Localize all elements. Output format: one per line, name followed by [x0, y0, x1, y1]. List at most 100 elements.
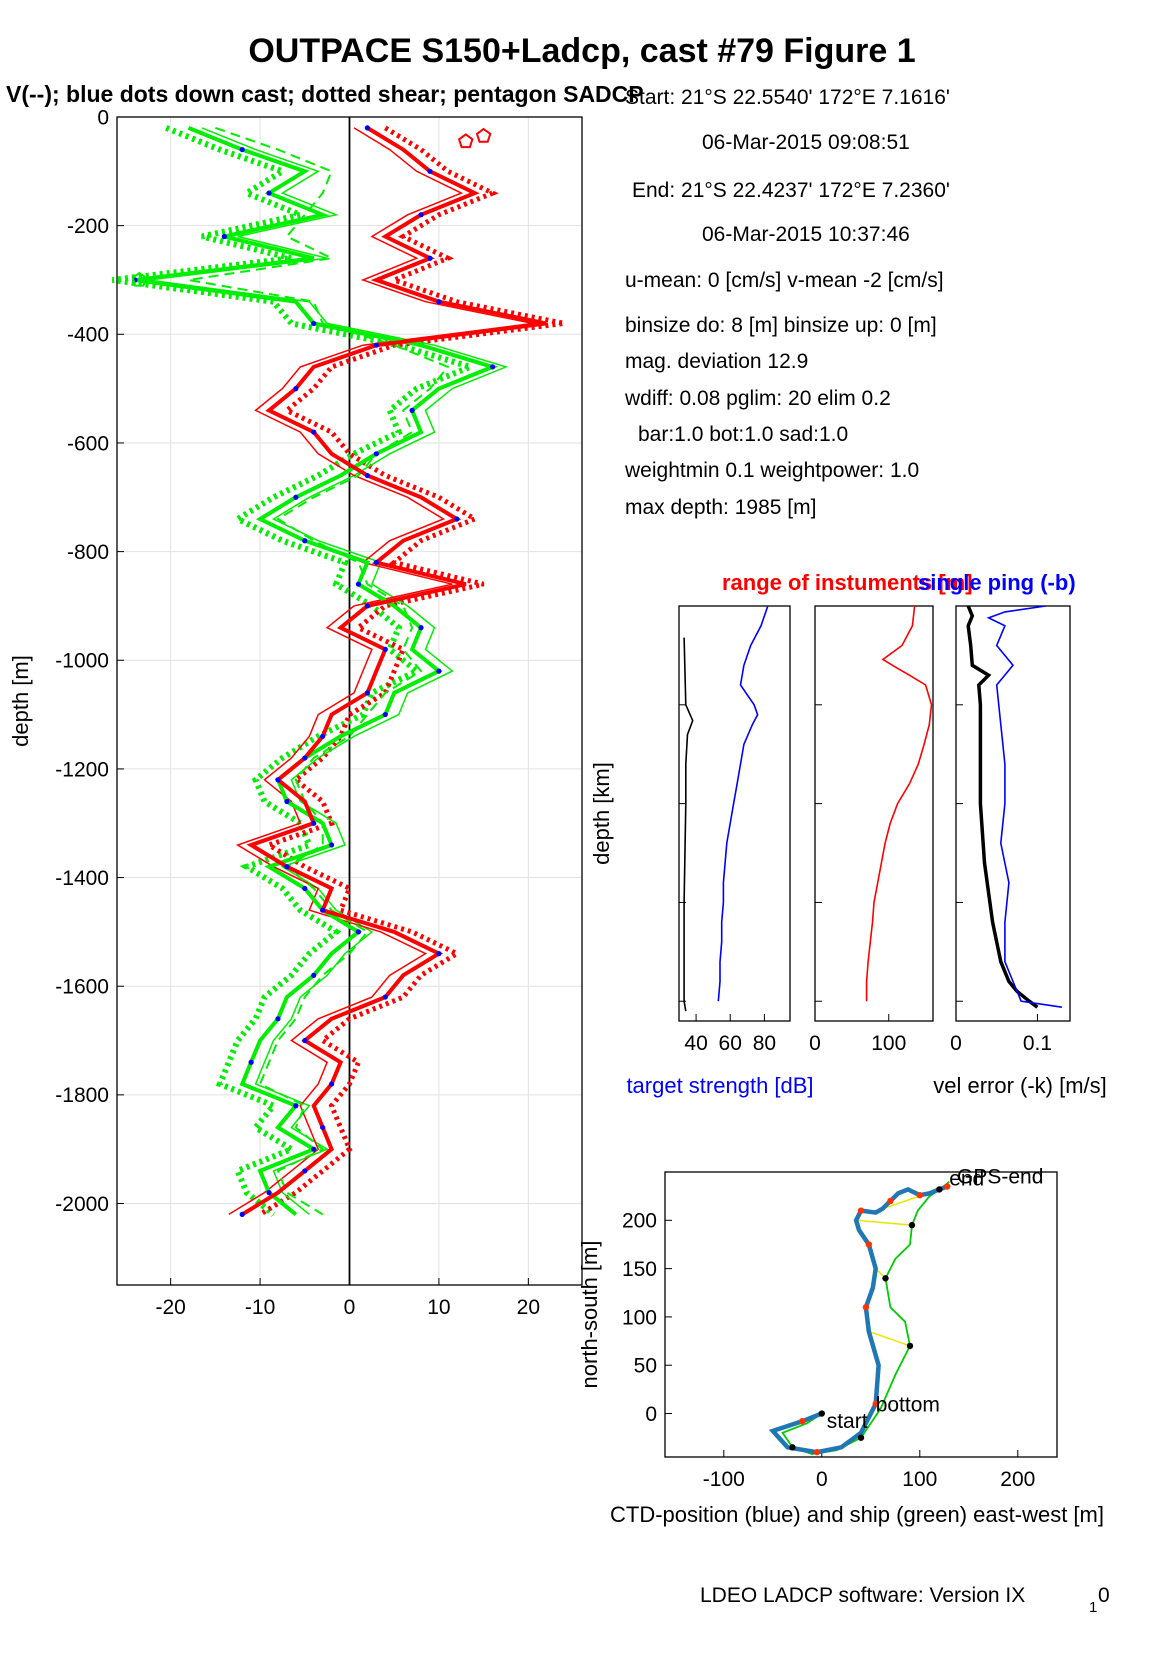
v-downcast-dot	[293, 494, 299, 500]
x-tick-label: 20	[517, 1296, 540, 1319]
ctd-track	[768, 1184, 948, 1455]
u-downcast-dot	[454, 516, 460, 522]
v-downcast-dot	[436, 668, 442, 674]
bar-params: bar:1.0 bot:1.0 sad:1.0	[638, 423, 848, 446]
v-downcast-dot	[302, 755, 308, 761]
u-downcast-dot	[382, 646, 388, 652]
axes-frame	[678, 605, 791, 1022]
u-downcast-dot	[302, 1168, 308, 1174]
u-downcast-dot	[436, 299, 442, 305]
v-downcast-dot	[311, 1146, 317, 1152]
start-position: Start: 21°S 22.5540' 172°E 7.1616'	[625, 86, 950, 109]
x-tick-label: -10	[245, 1296, 275, 1319]
v-downcast-dot	[355, 929, 362, 935]
ctd-marker	[862, 1304, 870, 1311]
instrument-range-plot: 40 60 80 0 100 0 0.1 range of instuments [m]sin…	[589, 570, 1107, 1098]
u-up-line	[228, 127, 533, 1216]
x-tick-label: 0	[816, 1468, 828, 1491]
u-downcast-dot	[320, 733, 326, 739]
u-downcast-dot	[427, 168, 433, 174]
version-subscript: 1	[1089, 1599, 1097, 1616]
v-downcast-dot	[355, 581, 362, 587]
x-tick-label: 100	[902, 1468, 937, 1491]
y-tick-label: 50	[634, 1355, 657, 1378]
v-downcast-dot	[311, 320, 317, 327]
x-tick-label: -20	[155, 1296, 185, 1319]
u-downcast-dot	[275, 777, 281, 783]
mag-deviation: mag. deviation 12.9	[625, 350, 808, 373]
y-tick-label: 0	[645, 1403, 657, 1426]
ship-marker	[818, 1410, 825, 1417]
end-label: end	[949, 1168, 984, 1191]
y-tick-label: -1400	[55, 867, 109, 890]
x-tick-label: -100	[703, 1468, 745, 1491]
ctd-marker	[916, 1191, 923, 1199]
x-tick-label: 0.1	[1023, 1032, 1052, 1055]
weight-params: weightmin 0.1 weightpower: 1.0	[624, 459, 919, 482]
velocity-profile-plot: -20 -10 0 10 20 0 -200 -400 -600 -800 -1000 -1200 -1…	[8, 106, 583, 1319]
u-downcast-dot	[311, 429, 317, 435]
start-label: start	[827, 1410, 868, 1433]
u-downcast-dot	[364, 472, 370, 479]
u-velocity-line	[241, 126, 547, 1217]
y-tick-label: -200	[67, 215, 109, 238]
u-downcast-dot	[373, 559, 379, 566]
end-position: End: 21°S 22.4237' 172°E 7.2360'	[632, 179, 950, 202]
u-shear-dotted	[258, 125, 565, 1217]
u-downcast-dot	[302, 1037, 308, 1044]
cast-info: Start: 21°S 22.5540' 172°E 7.1616' 06-Ma…	[624, 86, 950, 519]
x-tick-label: 10	[427, 1296, 450, 1319]
wdiff-params: wdiff: 0.08 pglim: 20 elim 0.2	[624, 387, 891, 410]
y-tick-label: -800	[67, 541, 109, 564]
ship-marker	[882, 1275, 889, 1282]
series-range-of-instruments	[865, 605, 933, 1002]
v-downcast-dot	[489, 364, 496, 370]
x-axis-label: CTD-position (blue) and ship (green) eas…	[610, 1502, 1104, 1527]
u-downcast-dot	[364, 690, 370, 696]
axes-frame	[814, 605, 934, 1022]
x-tick-label: 0	[950, 1032, 962, 1055]
start-time: 06-Mar-2015 09:08:51	[702, 131, 910, 154]
u-downcast-dot	[311, 820, 317, 826]
axes-frame	[955, 605, 1071, 1022]
ship-ctd-link	[856, 1219, 913, 1226]
u-downcast-dot	[364, 125, 370, 131]
ctd-marker	[813, 1448, 821, 1456]
ctd-marker	[799, 1418, 806, 1425]
range-title: range of instuments [m]	[722, 570, 973, 595]
v-downcast-dot	[418, 625, 424, 631]
y-tick-label: 0	[97, 106, 109, 129]
sadcp-pentagon	[131, 271, 148, 287]
ctd-marker	[872, 1400, 879, 1408]
y-tick-label: -600	[67, 432, 109, 455]
v-downcast-dot	[302, 885, 308, 892]
v-downcast-dot	[284, 798, 290, 805]
v-downcast-dot	[239, 146, 245, 153]
u-downcast-dot	[320, 907, 326, 913]
ship-ctd-link	[868, 1330, 911, 1347]
ship-marker	[908, 1221, 916, 1229]
figure-subtitle: V(--); blue dots down cast; dotted shear…	[6, 81, 644, 107]
sadcp-pentagon	[475, 127, 492, 143]
u-downcast-dot	[293, 386, 299, 392]
ctd-marker	[887, 1197, 894, 1205]
binsize: binsize do: 8 [m] binsize up: 0 [m]	[625, 314, 937, 337]
y-tick-label: 100	[622, 1306, 657, 1329]
v-downcast-dot	[329, 842, 335, 848]
y-axis-label: depth [m]	[8, 655, 33, 747]
y-tick-label: -400	[67, 324, 109, 347]
u-downcast-dot	[373, 342, 379, 348]
v-up-line	[148, 127, 509, 1215]
version-minor: 0	[1098, 1584, 1110, 1607]
x-tick-label: 60	[719, 1032, 742, 1055]
u-downcast-dot	[418, 212, 424, 218]
axes-frame	[664, 1171, 1058, 1458]
v-shear-dotted	[112, 125, 480, 1217]
y-tick-label: -1600	[55, 976, 109, 999]
bottom-label: bottom	[876, 1394, 940, 1417]
u-downcast-dot	[364, 603, 370, 609]
ctd-marker	[865, 1241, 873, 1248]
v-downcast-dot	[221, 233, 227, 240]
u-downcast-dot	[320, 1124, 326, 1131]
series-range	[683, 637, 694, 1012]
